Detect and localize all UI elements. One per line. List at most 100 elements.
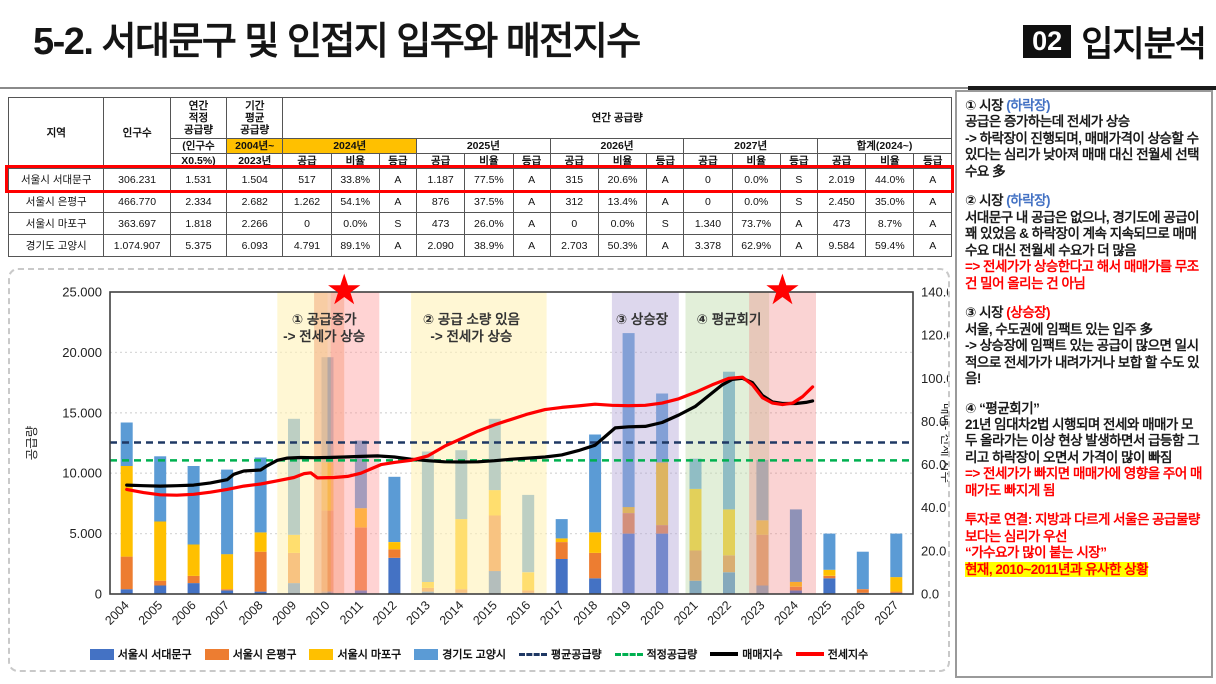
table-cell: 20.6% (597, 168, 648, 192)
sub-col-header: 비율 (597, 153, 648, 170)
cell-region: 서울시 마포구 (7, 212, 105, 236)
table-cell: A (512, 168, 551, 192)
table-cell: S (779, 168, 819, 192)
note-paragraph: “가수요가 많이 붙는 시장” (965, 545, 1203, 561)
table-cell: A (646, 190, 685, 214)
note-paragraph: ④ “평균회기” (965, 401, 1203, 417)
note-text: => 전세가가 상승한다고 해서 매매가를 무조건 밀어 올리는 건 아님 (965, 259, 1199, 291)
table-cell: 38.9% (464, 234, 514, 258)
note-paragraph: 현재, 2010~2011년과 유사한 상황 (965, 561, 1203, 578)
legend-label: 서울시 서대문구 (117, 649, 192, 661)
note-paragraph: => 전세가가 빠지면 매매가에 영향을 주어 매매가도 빠지게 됨 (965, 466, 1203, 499)
svg-text:0: 0 (95, 587, 102, 602)
svg-text:2018: 2018 (571, 598, 601, 628)
sub-col-header: 등급 (378, 153, 418, 170)
year-group-header: 2025년 (416, 137, 551, 155)
sub-col-header: 공급 (549, 153, 599, 170)
table-cell: 0 (683, 190, 733, 214)
note-paragraph: 서울, 수도권에 임팩트 있는 입주 多 (965, 322, 1203, 338)
table-cell: 77.5% (464, 168, 514, 192)
table-header-row: (인구수 2004년~ 2024년 2025년 2026년 2027년 합계(2024~) (9, 137, 952, 155)
svg-text:2024: 2024 (771, 598, 801, 628)
note-paragraph: => 전세가가 상승한다고 해서 매매가를 무조건 밀어 올리는 건 아님 (965, 259, 1203, 292)
table-row: 서울시 은평구 466.770 2.334 2.682 1.262 54.1% A 87… (7, 190, 952, 214)
cell-region: 서울시 서대문구 (7, 168, 105, 192)
note-paragraph: 21년 임대차2법 시행되며 전세와 매매가 모두 올라가는 이상 현상 발생하… (965, 417, 1203, 466)
table-cell: 0.0% (330, 212, 380, 236)
table-cell: A (779, 234, 819, 258)
svg-text:120.0: 120.0 (921, 328, 948, 343)
page-title: 5-2. 서대문구 및 인접지 입주와 매전지수 (33, 21, 641, 63)
svg-text:40.0: 40.0 (921, 500, 946, 515)
table-cell: 473 (416, 212, 466, 236)
table-cell: 26.0% (464, 212, 514, 236)
year-group-header: 2027년 (683, 137, 818, 155)
legend-swatch-icon (89, 648, 114, 660)
table-cell: A (913, 190, 952, 214)
legend-label: 매매지수 (742, 649, 783, 661)
year-group-header: 2024년 (282, 137, 418, 155)
svg-text:20.000: 20.000 (62, 345, 102, 360)
svg-text:매매- 전세 지수: 매매- 전세 지수 (939, 403, 948, 483)
legend-item: 매매지수 (710, 646, 783, 662)
legend-item: 적정공급량 (614, 646, 698, 662)
table-cell: 473 (816, 212, 867, 236)
table-cell: 2.019 (816, 168, 867, 192)
table-cell: 3.378 (683, 234, 733, 258)
table-cell: 0 (683, 168, 733, 192)
note-text: “가수요가 많이 붙는 시장” (965, 545, 1107, 561)
sub-col-header: 공급 (683, 153, 733, 170)
table-cell: A (512, 212, 551, 236)
legend-item: 서울시 마포구 (309, 646, 401, 662)
table-cell: A (646, 168, 685, 192)
table-cell: 89.1% (330, 234, 380, 258)
note-paragraph: 투자로 연결: 지방과 다르게 서울은 공급물량보다는 심리가 우선 (965, 512, 1203, 545)
note-text: (하락장) (1006, 193, 1051, 209)
table-cell: 2.450 (816, 190, 867, 214)
table-cell: S (779, 190, 819, 214)
svg-text:공급량: 공급량 (25, 425, 39, 460)
table-row: 경기도 고양시 1.074.907 5.375 6.093 4.791 89.1% A… (7, 234, 952, 258)
note-text: 공급은 증가하는데 전세가 상승 (965, 114, 1130, 130)
legend-line-icon (710, 652, 739, 656)
note-text: 서울, 수도권에 임팩트 있는 입주 多 (965, 321, 1153, 337)
table-cell: A (913, 212, 952, 236)
svg-text:① 공급증가: ① 공급증가 (292, 312, 357, 327)
table-cell: 1.340 (683, 212, 733, 236)
table-cell: 0.0% (731, 168, 781, 192)
col-population: 인구수 (103, 96, 171, 170)
legend-item: 서울시 서대문구 (89, 646, 192, 662)
cell-region: 서울시 은평구 (7, 190, 105, 214)
legend-dash-icon (614, 652, 643, 656)
svg-text:-> 전세가 상승: -> 전세가 상승 (283, 328, 365, 344)
header-divider-dark (968, 86, 1216, 90)
table-cell: 54.1% (330, 190, 380, 214)
legend-label: 평균공급량 (551, 649, 602, 661)
svg-text:100.0: 100.0 (921, 371, 948, 386)
legend-swatch-icon (204, 648, 229, 660)
table-cell: 517 (282, 168, 332, 192)
table-cell: 315 (549, 168, 599, 192)
sub-col-header: 등급 (512, 153, 551, 170)
table-cell: A (378, 234, 418, 258)
svg-text:2013: 2013 (403, 598, 433, 628)
svg-text:2025: 2025 (805, 598, 835, 628)
svg-text:2009: 2009 (270, 598, 300, 628)
badge-label: 입지분석 (1081, 25, 1207, 64)
note-paragraph: -> 상승장에 임팩트 있는 공급이 많으면 일시적으로 전세가가 내려가거나 … (965, 338, 1203, 387)
table-cell: A (512, 190, 551, 214)
note-text: 투자로 연결: 지방과 다르게 서울은 공급물량보다는 심리가 우선 (965, 512, 1200, 544)
svg-text:2008: 2008 (236, 598, 266, 628)
note-text: ① 시장 (965, 98, 1007, 113)
legend-label: 적정공급량 (646, 649, 698, 661)
svg-text:2011: 2011 (337, 598, 366, 627)
col-period-avg: 기간 평균 공급량 (226, 97, 284, 139)
svg-text:80.0: 80.0 (921, 414, 946, 429)
svg-text:-> 전세가 상승: -> 전세가 상승 (430, 328, 512, 344)
svg-text:★: ★ (764, 272, 802, 313)
sub-col-header: 비율 (731, 153, 781, 170)
svg-text:③ 상승장: ③ 상승장 (616, 311, 669, 327)
table-cell: 9.584 (816, 234, 867, 258)
svg-text:5.000: 5.000 (69, 526, 102, 541)
